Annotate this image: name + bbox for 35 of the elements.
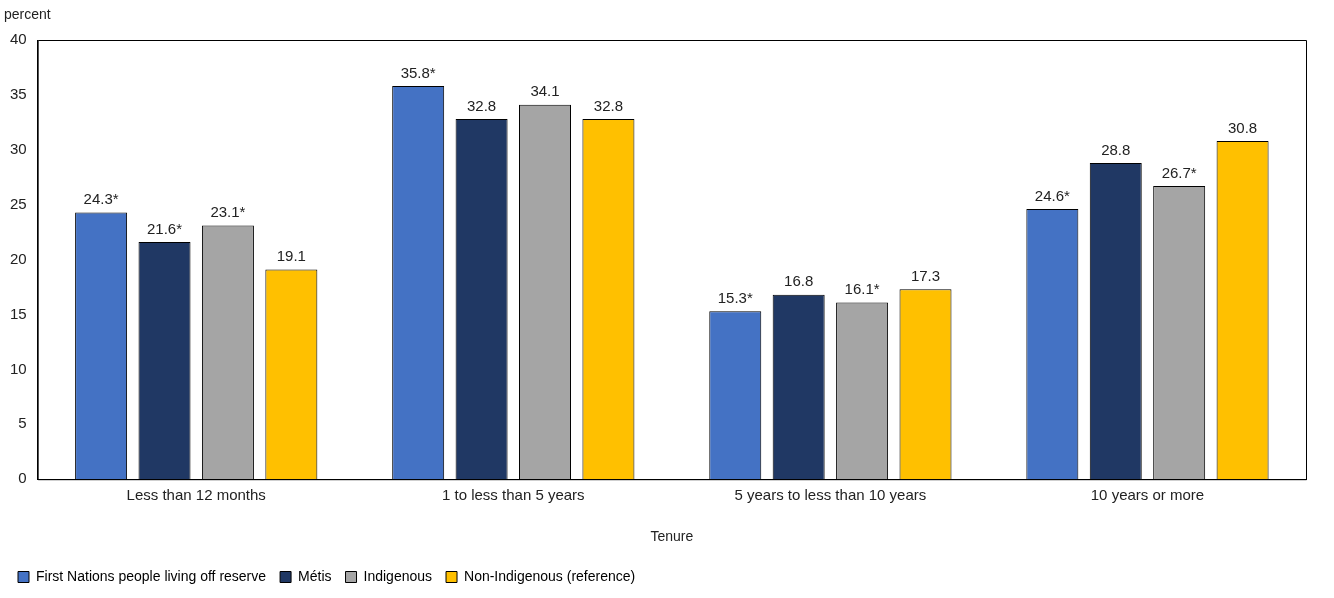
data-label: 15.3*	[717, 288, 753, 306]
data-label: 21.6*	[146, 219, 183, 237]
data-label: 34.1	[530, 82, 560, 100]
data-label: 19.1	[276, 247, 306, 265]
data-label: 26.7*	[1161, 163, 1197, 181]
data-label: 35.8*	[400, 63, 436, 81]
y-tick-label: 5	[18, 414, 27, 432]
y-tick-label: 20	[10, 249, 27, 267]
data-label: 17.3	[910, 266, 941, 284]
data-label: 32.8	[466, 96, 497, 114]
data-label: 24.6*	[1034, 186, 1071, 204]
legend-label: First Nations people living off reserve	[36, 567, 267, 584]
y-tick-label: 30	[10, 139, 27, 157]
data-label: 16.1*	[844, 280, 880, 298]
x-tick-label: 1 to less than 5 years	[442, 486, 585, 504]
data-label: 32.8	[593, 96, 624, 114]
y-axis-title: percent	[4, 5, 51, 22]
legend-label: Indigenous	[363, 567, 433, 584]
y-tick-label: 40	[10, 30, 27, 48]
y-tick-label: 0	[18, 469, 27, 487]
legend-label: Métis	[298, 567, 332, 584]
y-tick-label: 25	[10, 194, 27, 212]
x-tick-label: 10 years or more	[1090, 486, 1205, 504]
y-tick-label: 15	[10, 304, 27, 322]
data-label: 28.8	[1101, 140, 1131, 158]
data-label: 30.8	[1227, 118, 1258, 136]
x-tick-label: Less than 12 months	[126, 486, 266, 504]
x-tick-label: 5 years to less than 10 years	[734, 486, 927, 504]
data-label: 24.3*	[83, 190, 119, 208]
data-label: 23.1*	[210, 203, 246, 221]
x-axis-title: Tenure	[650, 528, 694, 545]
data-label: 16.8	[784, 272, 814, 290]
y-tick-label: 10	[10, 359, 27, 377]
legend-label: Non-Indigenous (reference)	[464, 567, 636, 584]
y-tick-label: 35	[10, 85, 27, 103]
